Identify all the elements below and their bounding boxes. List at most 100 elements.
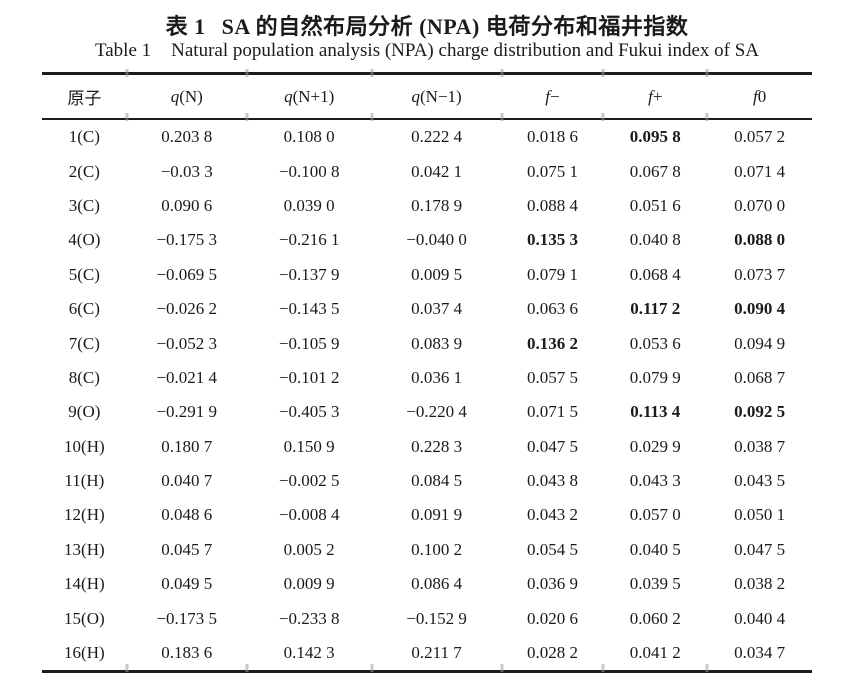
table-row: 11(H) 0.040 7 −0.002 5 0.084 5 0.043 8 0.043 … xyxy=(42,464,812,498)
value-cell: −0.002 5 xyxy=(278,471,340,491)
value-cell: 0.009 5 xyxy=(411,264,463,284)
table-row: 5(C) −0.069 5 −0.137 9 0.009 5 0.079 1 0.068 … xyxy=(42,258,812,292)
value-cell: 0.038 7 xyxy=(734,436,786,456)
value-cell: 0.203 8 xyxy=(161,127,213,147)
column-header-f-plus: f+ xyxy=(603,73,708,120)
value-cell: 0.057 0 xyxy=(629,505,681,525)
value-cell: 0.034 7 xyxy=(734,643,786,663)
value-cell: 0.053 6 xyxy=(629,333,681,353)
npa-table-wrapper: 原子 q(N) q(N+1) q(N−1) f− f+ f0 1(C) 0.203 8 0.10… xyxy=(42,69,812,674)
value-cell: −0.175 3 xyxy=(156,230,218,250)
value-cell: 0.054 5 xyxy=(526,539,578,559)
value-cell: −0.220 4 xyxy=(406,402,467,422)
table-caption-chinese-text: SA 的自然布局分析 (NPA) 电荷分布和福井指数 xyxy=(221,14,689,39)
value-cell: 0.091 9 xyxy=(411,505,463,525)
table-row: 8(C) −0.021 4 −0.101 2 0.036 1 0.057 5 0.079 … xyxy=(42,361,812,395)
value-cell: 0.228 3 xyxy=(411,436,463,456)
table-row: 4(O) −0.175 3 −0.216 1 −0.040 0 0.135 3 0.040… xyxy=(42,223,812,257)
value-cell: 0.040 5 xyxy=(629,539,681,559)
value-cell: −0.152 9 xyxy=(406,608,467,628)
value-cell: 0.039 0 xyxy=(283,195,335,215)
value-cell: −0.021 4 xyxy=(156,367,218,387)
value-cell: 0.071 5 xyxy=(526,402,578,422)
value-cell: 0.088 0 xyxy=(734,230,786,250)
value-cell: 0.039 5 xyxy=(629,574,681,594)
value-cell: 0.067 8 xyxy=(629,161,681,181)
table-caption-english: Table 1 Natural population analysis (NPA)… xyxy=(0,40,854,62)
value-cell: 0.029 9 xyxy=(629,436,681,456)
atom-cell: 4(O) xyxy=(68,230,101,250)
atom-cell: 6(C) xyxy=(68,299,100,319)
value-cell: 0.063 6 xyxy=(526,299,578,319)
value-cell: 0.018 6 xyxy=(526,127,578,147)
column-header-f-zero: f0 xyxy=(707,73,812,120)
value-cell: 0.038 2 xyxy=(734,574,786,594)
value-cell: −0.069 5 xyxy=(156,264,218,284)
value-cell: 0.047 5 xyxy=(526,436,578,456)
value-cell: −0.173 5 xyxy=(156,608,218,628)
table-row: 7(C) −0.052 3 −0.105 9 0.083 9 0.136 2 0.053 … xyxy=(42,326,812,360)
value-cell: 0.075 1 xyxy=(526,161,578,181)
value-cell: 0.117 2 xyxy=(630,299,681,319)
atom-cell: 14(H) xyxy=(64,574,105,594)
value-cell: −0.03 3 xyxy=(160,161,213,181)
atom-cell: 11(H) xyxy=(64,471,105,491)
value-cell: 0.090 6 xyxy=(161,195,213,215)
table-row: 9(O) −0.291 9 −0.405 3 −0.220 4 0.071 5 0.113… xyxy=(42,395,812,429)
atom-cell: 16(H) xyxy=(64,643,105,663)
value-cell: 0.113 4 xyxy=(630,402,681,422)
table-caption-english-text: Natural population analysis (NPA) charge… xyxy=(171,40,760,61)
value-cell: 0.043 3 xyxy=(629,471,681,491)
value-cell: 0.088 4 xyxy=(526,195,578,215)
value-cell: 0.211 7 xyxy=(411,643,462,663)
value-cell: −0.100 8 xyxy=(278,161,340,181)
column-header-q-n-plus1: q(N+1) xyxy=(246,73,372,120)
value-cell: 0.043 5 xyxy=(734,471,786,491)
value-cell: 0.043 2 xyxy=(526,505,578,525)
value-cell: 0.222 4 xyxy=(411,127,463,147)
value-cell: 0.051 6 xyxy=(629,195,681,215)
value-cell: −0.216 1 xyxy=(278,230,340,250)
value-cell: −0.026 2 xyxy=(156,299,218,319)
value-cell: 0.036 1 xyxy=(411,367,463,387)
value-cell: 0.047 5 xyxy=(734,539,786,559)
value-cell: −0.291 9 xyxy=(156,402,218,422)
value-cell: 0.094 9 xyxy=(734,333,786,353)
atom-cell: 8(C) xyxy=(68,367,100,387)
npa-table: 原子 q(N) q(N+1) q(N−1) f− f+ f0 1(C) 0.203 8 0.10… xyxy=(42,72,812,674)
value-cell: 0.040 8 xyxy=(629,230,681,250)
value-cell: 0.057 2 xyxy=(734,127,786,147)
value-cell: 0.005 2 xyxy=(283,539,335,559)
table-header-row: 原子 q(N) q(N+1) q(N−1) f− f+ f0 xyxy=(42,73,812,120)
atom-cell: 7(C) xyxy=(68,333,100,353)
atom-cell: 5(C) xyxy=(68,264,100,284)
value-cell: 0.090 4 xyxy=(734,299,786,319)
value-cell: 0.079 9 xyxy=(629,367,681,387)
value-cell: 0.136 2 xyxy=(526,333,578,353)
column-header-atom: 原子 xyxy=(42,73,127,120)
value-cell: 0.183 6 xyxy=(161,643,213,663)
value-cell: 0.095 8 xyxy=(629,127,681,147)
value-cell: 0.079 1 xyxy=(526,264,578,284)
value-cell: 0.050 1 xyxy=(734,505,786,525)
value-cell: 0.070 0 xyxy=(734,195,786,215)
value-cell: 0.009 9 xyxy=(283,574,335,594)
value-cell: −0.233 8 xyxy=(278,608,340,628)
value-cell: −0.008 4 xyxy=(278,505,340,525)
value-cell: 0.060 2 xyxy=(629,608,681,628)
value-cell: 0.092 5 xyxy=(734,402,786,422)
value-cell: 0.040 4 xyxy=(734,608,786,628)
value-cell: 0.100 2 xyxy=(411,539,463,559)
value-cell: −0.137 9 xyxy=(278,264,340,284)
value-cell: 0.071 4 xyxy=(734,161,786,181)
table-row: 12(H) 0.048 6 −0.008 4 0.091 9 0.043 2 0.057 … xyxy=(42,498,812,532)
atom-cell: 13(H) xyxy=(64,539,105,559)
value-cell: −0.040 0 xyxy=(406,230,467,250)
value-cell: 0.057 5 xyxy=(526,367,578,387)
value-cell: −0.405 3 xyxy=(278,402,340,422)
value-cell: 0.068 4 xyxy=(629,264,681,284)
value-cell: 0.068 7 xyxy=(734,367,786,387)
table-row: 3(C) 0.090 6 0.039 0 0.178 9 0.088 4 0.051 6 0… xyxy=(42,189,812,223)
value-cell: 0.084 5 xyxy=(411,471,463,491)
column-header-q-n-minus1: q(N−1) xyxy=(371,73,502,120)
